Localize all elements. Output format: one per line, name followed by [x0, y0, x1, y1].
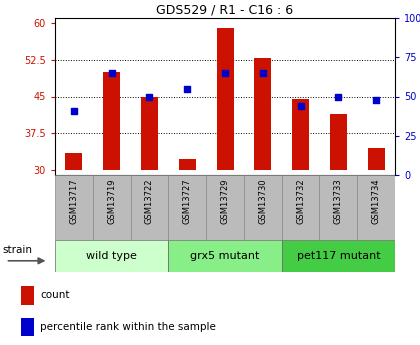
Point — [184, 86, 191, 91]
Point — [108, 70, 115, 76]
Text: GSM13732: GSM13732 — [296, 178, 305, 224]
Bar — [330, 114, 347, 170]
Bar — [254, 58, 271, 170]
Bar — [244, 175, 282, 240]
Text: count: count — [40, 290, 69, 300]
Bar — [131, 175, 168, 240]
Text: GSM13733: GSM13733 — [334, 178, 343, 224]
Text: percentile rank within the sample: percentile rank within the sample — [40, 322, 216, 332]
Bar — [282, 175, 320, 240]
Bar — [206, 175, 244, 240]
Bar — [55, 240, 168, 272]
Bar — [141, 98, 158, 170]
Text: GSM13722: GSM13722 — [145, 178, 154, 224]
Bar — [282, 240, 395, 272]
Text: GSM13719: GSM13719 — [107, 178, 116, 224]
Bar — [55, 175, 93, 240]
Point — [146, 94, 153, 99]
Point — [373, 97, 380, 102]
Text: GSM13734: GSM13734 — [372, 178, 381, 224]
Point — [222, 70, 228, 76]
Point — [71, 108, 77, 114]
Bar — [179, 159, 196, 170]
Point — [260, 70, 266, 76]
Bar — [93, 175, 131, 240]
Point — [297, 103, 304, 109]
Text: pet117 mutant: pet117 mutant — [297, 251, 380, 261]
Bar — [292, 99, 309, 170]
Bar — [21, 286, 34, 305]
Bar — [21, 318, 34, 336]
Bar — [66, 153, 82, 170]
Bar — [357, 175, 395, 240]
Bar — [216, 28, 234, 170]
Text: GSM13730: GSM13730 — [258, 178, 267, 224]
Bar — [168, 175, 206, 240]
Text: GSM13727: GSM13727 — [183, 178, 192, 224]
Bar — [368, 148, 385, 170]
Point — [335, 94, 342, 99]
Text: GSM13717: GSM13717 — [69, 178, 79, 224]
Text: grx5 mutant: grx5 mutant — [190, 251, 260, 261]
Text: strain: strain — [3, 245, 33, 255]
Bar — [168, 240, 282, 272]
Bar — [103, 72, 120, 170]
Text: GSM13729: GSM13729 — [220, 178, 229, 224]
Bar — [320, 175, 357, 240]
Title: GDS529 / R1 - C16 : 6: GDS529 / R1 - C16 : 6 — [156, 4, 294, 17]
Text: wild type: wild type — [86, 251, 137, 261]
